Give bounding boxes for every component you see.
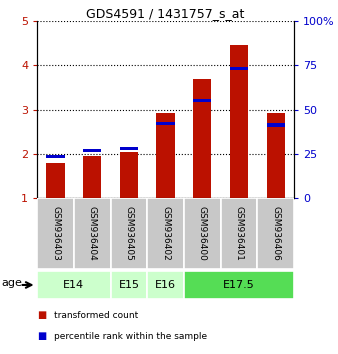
Bar <box>156 122 175 125</box>
Bar <box>37 198 74 269</box>
Title: GDS4591 / 1431757_s_at: GDS4591 / 1431757_s_at <box>87 7 245 20</box>
Bar <box>156 113 175 198</box>
Bar <box>184 271 294 299</box>
Text: E15: E15 <box>118 280 139 290</box>
Bar <box>111 271 147 299</box>
Bar <box>147 271 184 299</box>
Text: age: age <box>2 278 23 288</box>
Text: E14: E14 <box>63 280 84 290</box>
Bar <box>147 198 184 269</box>
Bar <box>74 198 111 269</box>
Bar <box>267 124 285 127</box>
Text: E17.5: E17.5 <box>223 280 255 290</box>
Bar <box>37 271 111 299</box>
Text: GSM936401: GSM936401 <box>235 206 243 261</box>
Bar <box>120 147 138 150</box>
Bar <box>83 149 101 152</box>
Bar <box>46 163 65 198</box>
Text: GSM936402: GSM936402 <box>161 206 170 261</box>
Bar <box>83 156 101 198</box>
Text: GSM936405: GSM936405 <box>124 206 134 261</box>
Text: GSM936406: GSM936406 <box>271 206 280 261</box>
Bar <box>193 79 212 198</box>
Bar <box>267 113 285 198</box>
Bar <box>111 198 147 269</box>
Text: GSM936403: GSM936403 <box>51 206 60 261</box>
Text: GSM936404: GSM936404 <box>88 206 97 261</box>
Text: ■: ■ <box>37 310 46 320</box>
Bar <box>46 155 65 159</box>
Bar <box>193 99 212 102</box>
Text: GSM936400: GSM936400 <box>198 206 207 261</box>
Bar <box>221 198 257 269</box>
Bar <box>184 198 221 269</box>
Bar <box>257 198 294 269</box>
Bar <box>230 67 248 70</box>
Text: ■: ■ <box>37 331 46 341</box>
Bar <box>120 152 138 198</box>
Text: E16: E16 <box>155 280 176 290</box>
Text: transformed count: transformed count <box>54 310 138 320</box>
Bar <box>230 45 248 198</box>
Text: percentile rank within the sample: percentile rank within the sample <box>54 332 207 341</box>
